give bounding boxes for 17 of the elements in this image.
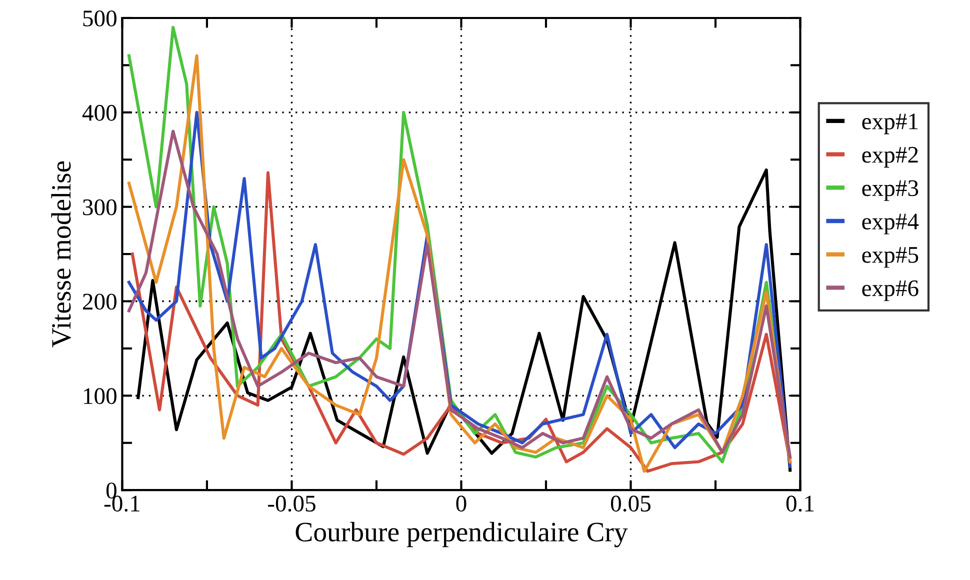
y-tick-label: 200 — [82, 294, 116, 310]
legend-label: exp#6 — [862, 280, 918, 302]
x-tick-label: 0.1 — [786, 496, 814, 512]
x-tick-label: -0.05 — [268, 496, 316, 512]
x-tick-label: 0 — [456, 496, 466, 512]
y-tick-label: 100 — [84, 388, 116, 404]
y-tick-label: 300 — [83, 199, 116, 216]
x-axis-title: Courbure perpendiculaire Cry — [296, 522, 628, 548]
y-tick-label: 500 — [83, 10, 116, 26]
legend-label: exp#3 — [862, 180, 918, 201]
x-tick-label: 0.05 — [610, 496, 650, 512]
legend-label: exp#2 — [862, 146, 918, 168]
legend-label: exp#5 — [862, 247, 918, 268]
legend-label: exp#4 — [862, 214, 919, 234]
legend-label: exp#1 — [862, 114, 918, 134]
y-axis-title: Vitesse modelise — [51, 161, 71, 348]
y-tick-label: 400 — [82, 104, 116, 121]
